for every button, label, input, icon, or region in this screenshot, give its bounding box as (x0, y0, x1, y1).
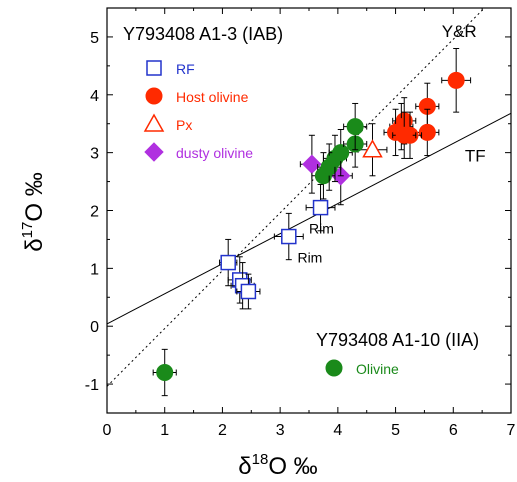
legend-label: Olivine (356, 361, 399, 377)
legend-marker (144, 142, 164, 162)
y-tick-label: 4 (90, 88, 99, 105)
y-axis-title-rest: O ‰ (21, 172, 48, 221)
legend-label: RF (176, 61, 195, 77)
data-point-rf (312, 199, 329, 216)
reference-line-yr (107, 8, 486, 387)
x-tick-label: 4 (333, 422, 342, 439)
x-axis-title-base: δ (238, 453, 251, 480)
sample-label-top: Y793408 A1-3 (IAB) (123, 24, 283, 44)
plot-frame (106, 7, 512, 414)
x-axis-title: δ18O ‰ (238, 451, 317, 480)
x-tick-label: 5 (391, 422, 400, 439)
annotation-label: Rim (297, 250, 322, 266)
y-axis-title: δ17O ‰ (19, 172, 48, 251)
reference-line-tf (107, 112, 511, 325)
data-point-host-olivine (418, 123, 436, 141)
data-point-olivine (346, 118, 364, 136)
y-tick-label: 5 (90, 30, 99, 47)
legend-marker (146, 60, 162, 76)
annotation-label: Rim (309, 221, 334, 237)
y-tick-label: 0 (90, 319, 99, 336)
annotation-label: TF (465, 146, 486, 165)
data-point-rf (220, 254, 236, 271)
legend-label: Px (176, 117, 192, 133)
legend-marker (325, 359, 343, 377)
x-tick-label: 6 (449, 422, 458, 439)
x-axis-title-rest: O ‰ (268, 453, 317, 480)
legend-label: dusty olivine (176, 145, 253, 161)
legend-marker (143, 113, 165, 132)
y-axis-title-base: δ (21, 238, 48, 251)
sample-label-bottom: Y793408 A1-10 (IIA) (316, 330, 479, 350)
y-tick-label: 2 (90, 204, 99, 221)
annotation-label: Y&R (442, 22, 477, 41)
legend-label: Host olivine (176, 89, 249, 105)
x-tick-label: 3 (276, 422, 285, 439)
data-point-host-olivine (395, 126, 413, 144)
data-point-host-olivine (447, 71, 465, 89)
x-tick-label: 0 (103, 422, 112, 439)
x-tick-label: 1 (160, 422, 169, 439)
data-point-olivine (156, 364, 174, 381)
y-tick-label: 1 (90, 261, 99, 278)
data-point-rf (281, 228, 297, 245)
y-axis-title-sup: 17 (19, 222, 36, 239)
legend-marker (145, 87, 163, 105)
y-tick-label: -1 (85, 377, 99, 394)
y-tick-label: 3 (90, 146, 99, 163)
x-axis-title-sup: 18 (252, 451, 269, 468)
data-point-rf (240, 283, 257, 300)
x-tick-label: 2 (218, 422, 227, 439)
data-point-olivine (332, 144, 350, 162)
x-tick-label: 7 (507, 422, 516, 439)
data-point-px (362, 139, 383, 158)
